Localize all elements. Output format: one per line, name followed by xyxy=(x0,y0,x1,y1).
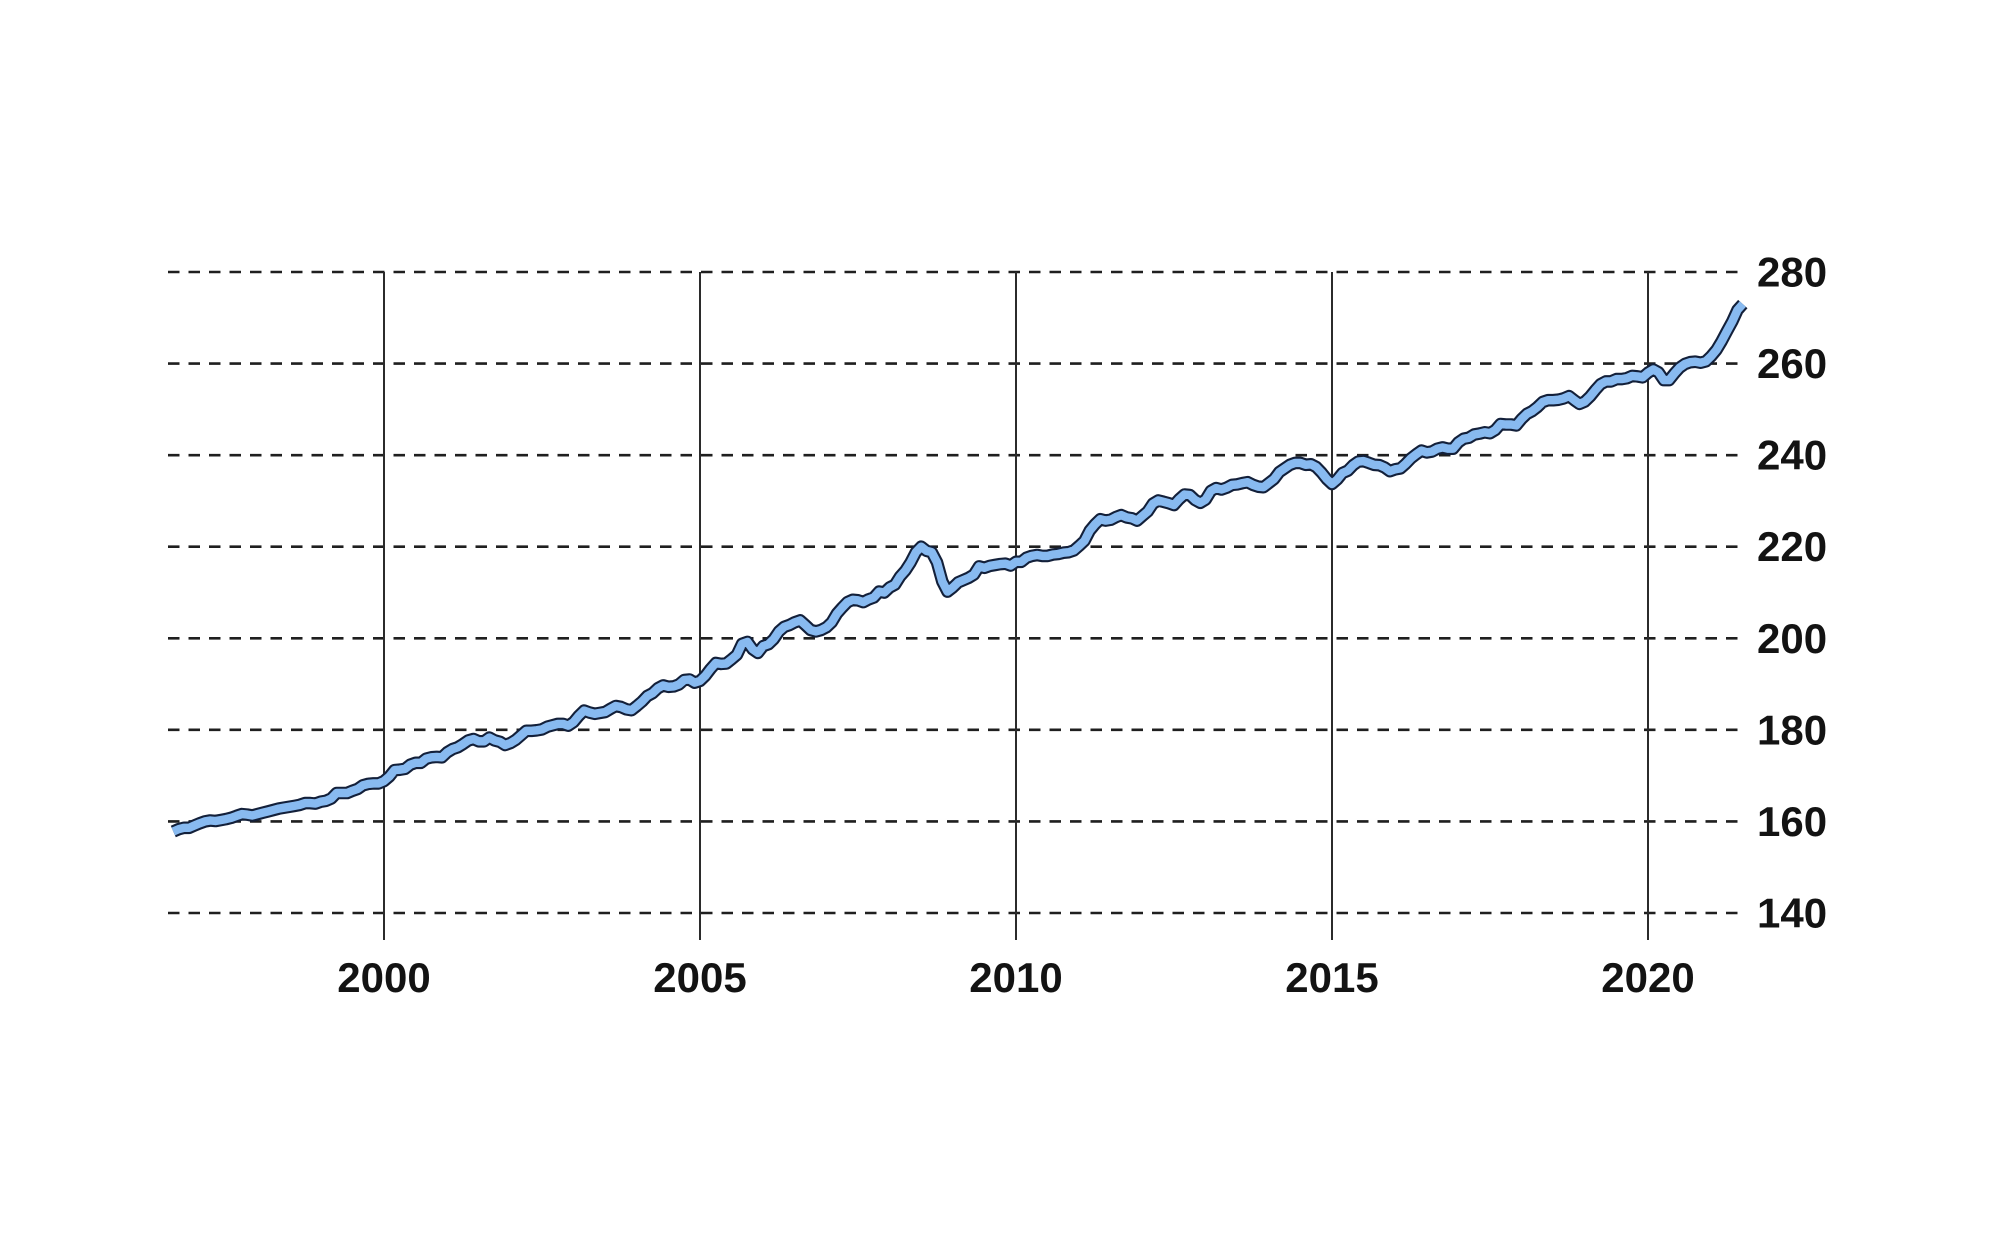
x-axis-tick-label: 2005 xyxy=(653,954,746,1001)
y-axis-tick-label: 180 xyxy=(1757,706,1827,753)
x-axis-tick-label: 2015 xyxy=(1285,954,1378,1001)
y-axis-tick-label: 240 xyxy=(1757,432,1827,479)
x-axis-tick-label: 2010 xyxy=(969,954,1062,1001)
x-axis-tick-label: 2020 xyxy=(1601,954,1694,1001)
y-axis-tick-label: 280 xyxy=(1757,249,1827,296)
data-line xyxy=(171,301,1746,836)
y-axis-tick-label: 160 xyxy=(1757,798,1827,845)
y-axis-tick-label: 140 xyxy=(1757,890,1827,937)
data-line-outline xyxy=(170,299,1748,838)
y-axis-tick-label: 200 xyxy=(1757,615,1827,662)
y-axis-tick-label: 260 xyxy=(1757,340,1827,387)
x-axis-tick-label: 2000 xyxy=(337,954,430,1001)
y-axis-tick-label: 220 xyxy=(1757,523,1827,570)
